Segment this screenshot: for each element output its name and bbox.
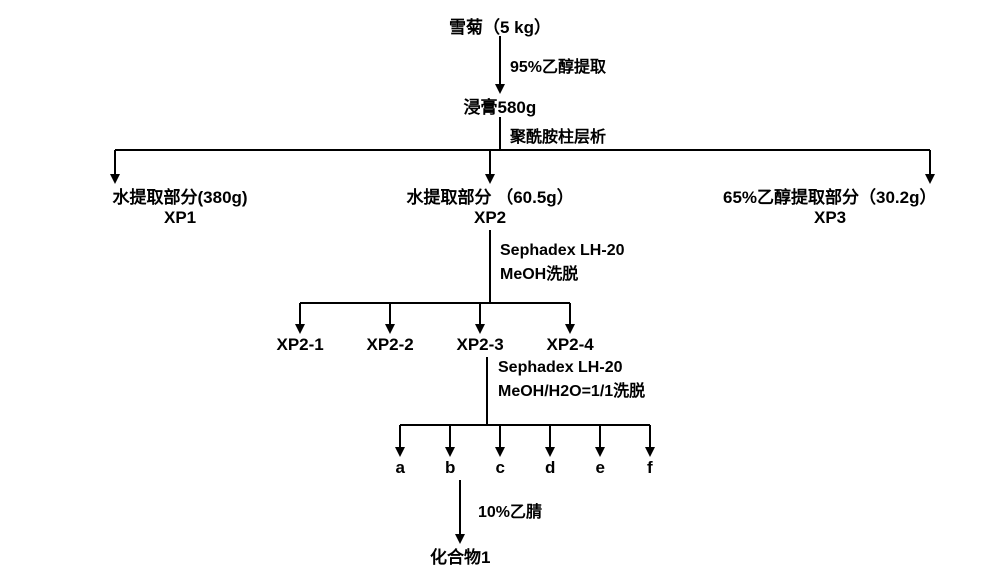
node-xp2-3: XP2-3: [457, 335, 504, 355]
node-compound: 化合物1: [430, 543, 490, 568]
node-xp1b: XP1: [164, 208, 196, 228]
node-extract: 浸膏580g: [464, 93, 537, 118]
node-c: c: [496, 458, 505, 478]
node-b: b: [445, 458, 455, 478]
label-polyamide: 聚酰胺柱层析: [510, 123, 606, 147]
label-sephadex-1: Sephadex LH-20 MeOH洗脱: [500, 242, 624, 284]
node-xp2-4: XP2-4: [547, 335, 594, 355]
node-xp2-1: XP2-1: [277, 335, 324, 355]
node-d: d: [545, 458, 555, 478]
label-sephadex-2: Sephadex LH-20 MeOH/H2O=1/1洗脱: [498, 359, 645, 401]
node-xp1: 水提取部分(380g): [113, 183, 248, 208]
node-a: a: [396, 458, 405, 478]
node-xp3b: XP3: [814, 208, 846, 228]
node-e: e: [596, 458, 605, 478]
label-acn: 10%乙腈: [478, 498, 542, 522]
label-ethanol-extract: 95%乙醇提取: [510, 53, 606, 77]
node-xp2-2: XP2-2: [367, 335, 414, 355]
node-f: f: [647, 458, 653, 478]
node-xp2: 水提取部分 （60.5g）: [407, 183, 574, 208]
node-xp2b: XP2: [474, 208, 506, 228]
node-xp3: 65%乙醇提取部分（30.2g）: [723, 183, 937, 208]
node-root: 雪菊（5 kg）: [449, 13, 551, 38]
